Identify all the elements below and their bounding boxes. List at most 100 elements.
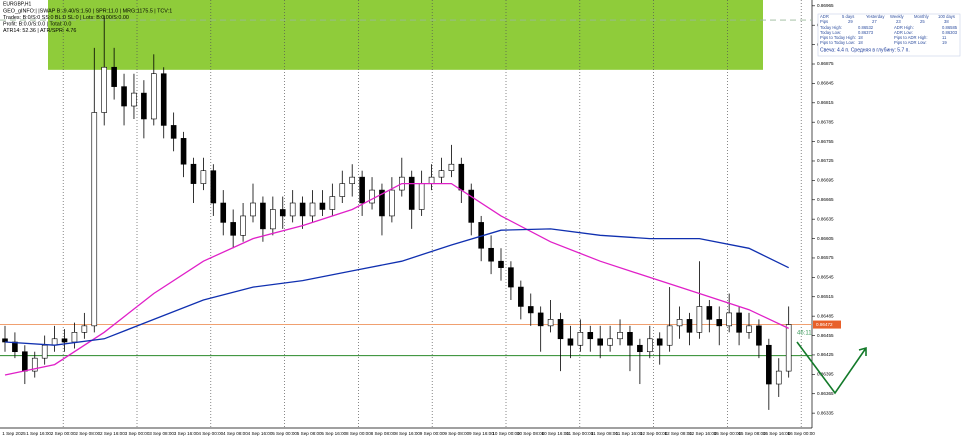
- x-tick-label: 15 Sep 16:00: [763, 431, 791, 436]
- candle-body: [180, 138, 187, 165]
- candle-body: [597, 338, 604, 346]
- candle-body: [746, 325, 752, 333]
- y-tick-label: 0.86965: [817, 3, 834, 8]
- y-tick-label: 0.86845: [817, 81, 834, 86]
- candle-body: [12, 341, 18, 353]
- candle-body: [22, 351, 28, 372]
- y-tick-label: 0.86725: [817, 158, 834, 163]
- candle-body: [458, 163, 465, 191]
- panel-cell: ADR Low:: [894, 30, 913, 35]
- candle-body: [488, 247, 494, 262]
- x-tick-label: 11 Sep 16:00: [616, 431, 643, 436]
- y-tick-label: 0.86395: [817, 372, 834, 377]
- y-tick-label: 0.86635: [817, 216, 834, 221]
- candle-body: [170, 125, 177, 139]
- x-tick-label: 10 Sep 08:00: [517, 431, 545, 436]
- x-tick-label: 8 Sep 00:00: [346, 431, 371, 436]
- candle-body: [527, 306, 534, 314]
- candle-body: [577, 332, 584, 346]
- x-tick-label: 12 Sep 00:00: [640, 431, 668, 436]
- info-line: GEO_gINFO:| |SWAP B:-9.40/S:1.50 | SPR:1…: [3, 8, 172, 14]
- candle-body: [250, 202, 256, 217]
- candle-body: [428, 176, 435, 184]
- x-tick-label: 1 Sep 16:00: [26, 431, 51, 436]
- x-tick-label: 15 Sep 08:00: [738, 431, 766, 436]
- candle-body: [379, 189, 385, 217]
- x-tick-label: 12 Sep 08:00: [665, 431, 693, 436]
- candle-body: [141, 92, 147, 120]
- panel-cell: Pips to Today High:: [820, 35, 856, 40]
- candle-body: [91, 112, 98, 327]
- candle-body: [339, 183, 346, 197]
- price-box: [813, 320, 841, 329]
- y-tick-label: 0.86485: [817, 313, 834, 318]
- candle-body: [646, 338, 653, 353]
- panel-cell: 0.86303: [942, 30, 958, 35]
- candle-body: [656, 338, 663, 346]
- candle-body: [61, 338, 68, 343]
- candle-body: [498, 260, 504, 268]
- x-tick-label: 11 Sep 00:00: [566, 431, 593, 436]
- candle-body: [41, 344, 48, 359]
- x-tick-label: 5 Sep 08:00: [297, 431, 322, 436]
- plot: 1 Sep 2025 1 Sep 16:00 2 Sep 00:00 2 Sep 08…: [0, 0, 841, 436]
- y-tick-label: 0.86365: [817, 391, 834, 396]
- candle-body: [587, 332, 594, 340]
- candle-body: [676, 319, 683, 327]
- panel-header: 5 days: [842, 14, 854, 19]
- candle-body: [756, 325, 762, 346]
- candle-body: [567, 338, 574, 346]
- candle-body: [666, 325, 673, 346]
- panel-header: Monthly: [914, 14, 930, 19]
- candle-body: [547, 319, 554, 327]
- candle-body: [240, 215, 246, 236]
- candle-body: [81, 325, 88, 333]
- x-tick-label: 3 Sep 08:00: [149, 431, 174, 436]
- y-tick-label: 0.86545: [817, 275, 834, 280]
- panel-footer: Свеча: 4.4 п. Средняя в глубину: 5.7 п.: [820, 47, 910, 53]
- y-tick-label: 0.86665: [817, 197, 834, 202]
- candle-body: [190, 163, 197, 184]
- candle-body: [508, 267, 514, 288]
- candle-body: [716, 319, 723, 327]
- candle-body: [696, 306, 703, 333]
- candle-body: [607, 338, 613, 346]
- candle-body: [101, 66, 107, 113]
- candle-body: [557, 319, 564, 340]
- panel-cell: Pips to ADR High:: [894, 35, 928, 40]
- candle-body: [369, 189, 375, 204]
- panel-cell: 0.86532: [858, 25, 874, 30]
- candle-body: [785, 324, 792, 372]
- y-tick-label: 0.86785: [817, 119, 834, 124]
- candle-body: [766, 344, 772, 385]
- info-line: Profit: B:0.0/S:0.0 | Total: 0.0: [3, 21, 71, 27]
- panel-cell: Pips to ADR Low:: [894, 40, 927, 45]
- candle-body: [51, 338, 58, 346]
- candle-body: [230, 222, 236, 236]
- candle-body: [289, 202, 296, 217]
- candle-body: [736, 312, 742, 333]
- x-tick-label: 9 Sep 16:00: [469, 431, 494, 436]
- panel-pips: 27: [872, 19, 877, 24]
- panel-cell: 0.86585: [942, 25, 958, 30]
- candle-body: [309, 202, 316, 217]
- x-tick-label: 8 Sep 16:00: [395, 431, 420, 436]
- candle-body: [200, 170, 207, 184]
- candle-body: [160, 73, 167, 126]
- x-tick-label: 15 Sep 00:00: [714, 431, 742, 436]
- candle-body: [299, 202, 306, 217]
- x-tick-label: 3 Sep 00:00: [125, 431, 150, 436]
- projection-arrow: [796, 341, 867, 395]
- candle-body: [775, 370, 782, 385]
- x-tick-label: 9 Sep 08:00: [444, 431, 469, 436]
- panel-pips: 25: [920, 19, 925, 24]
- candle-body: [131, 92, 137, 107]
- y-tick-label: 0.86695: [817, 178, 834, 183]
- candle-body: [220, 202, 227, 223]
- candle-body: [111, 66, 117, 87]
- y-tick-label: 0.86755: [817, 139, 834, 144]
- x-tick-label: 5 Sep 00:00: [272, 431, 297, 436]
- panel-pips: 23: [896, 19, 901, 24]
- x-tick-label: 3 Sep 16:00: [174, 431, 199, 436]
